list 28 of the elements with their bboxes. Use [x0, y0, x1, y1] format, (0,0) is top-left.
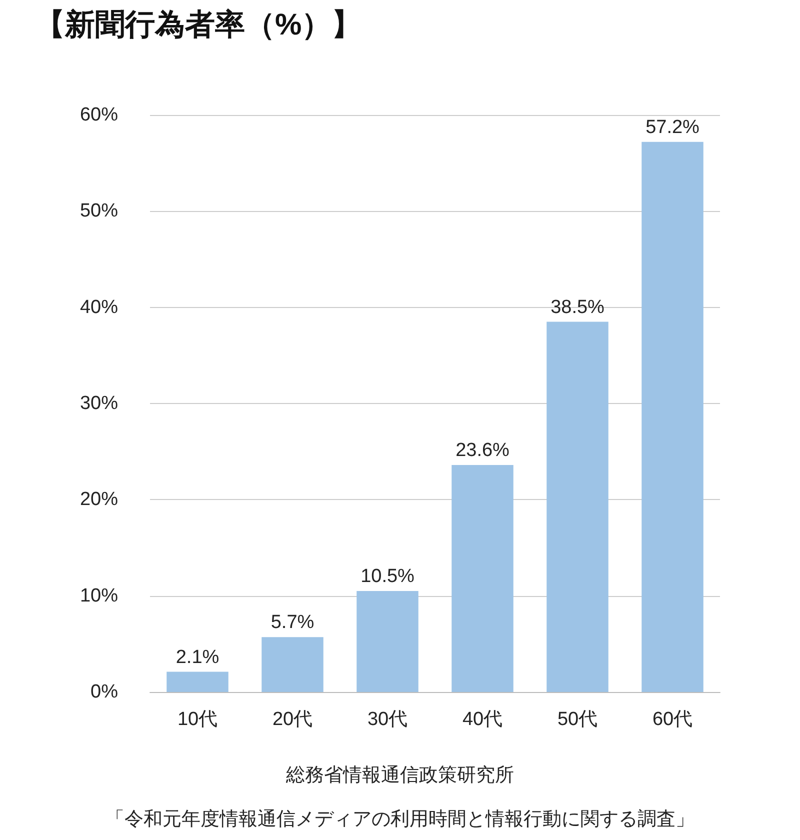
- data-label: 2.1%: [176, 646, 220, 668]
- bar: [262, 637, 324, 692]
- bar: [546, 322, 608, 692]
- bar: [452, 465, 514, 692]
- x-tick-label: 40代: [462, 709, 503, 730]
- data-label: 5.7%: [270, 612, 314, 634]
- y-tick-label: 10%: [80, 585, 118, 606]
- y-tick-label: 0%: [90, 682, 118, 702]
- data-label: 23.6%: [456, 440, 510, 462]
- y-tick-label: 60%: [80, 104, 118, 126]
- y-tick-label: 40%: [80, 296, 118, 318]
- x-tick-label: 10代: [177, 709, 218, 730]
- x-tick-label: 50代: [557, 709, 598, 730]
- x-tick-label: 20代: [272, 709, 313, 730]
- y-tick-label: 50%: [80, 200, 118, 222]
- bar: [166, 672, 228, 692]
- data-label: 57.2%: [646, 116, 700, 138]
- text: 「令和元年度情報通信メディアの利用時間と情報行動に関する調査」: [106, 808, 694, 830]
- bar: [642, 142, 704, 692]
- chart-title: 【新聞行為者率（%）】: [35, 8, 362, 42]
- y-tick-label: 20%: [80, 489, 118, 510]
- y-tick-label: 30%: [80, 393, 118, 414]
- text: 総務省情報通信政策研究所: [285, 764, 514, 786]
- data-label: 10.5%: [360, 566, 415, 588]
- x-tick-label: 30代: [367, 709, 408, 730]
- x-tick-label: 60代: [652, 709, 693, 730]
- data-label: 38.5%: [550, 296, 605, 318]
- bar: [356, 591, 418, 692]
